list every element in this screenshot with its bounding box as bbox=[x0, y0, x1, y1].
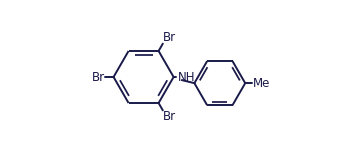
Text: Br: Br bbox=[92, 71, 105, 83]
Text: Me: Me bbox=[253, 77, 270, 90]
Text: Br: Br bbox=[163, 110, 176, 123]
Text: NH: NH bbox=[178, 71, 195, 83]
Text: Br: Br bbox=[163, 31, 176, 44]
